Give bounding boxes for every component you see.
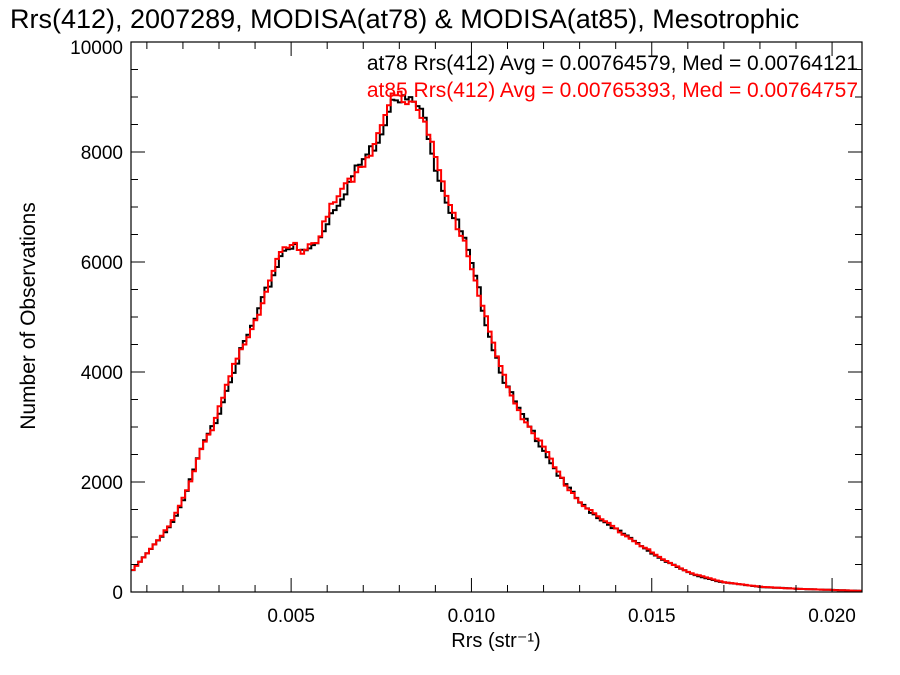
y-tick-label: 2000 — [81, 473, 123, 494]
legend-at78: at78 Rrs(412) Avg = 0.00764579, Med = 0.… — [367, 52, 858, 75]
y-tick-label: 10000 — [70, 38, 123, 59]
y-tick-label: 8000 — [81, 143, 123, 164]
plot-frame — [130, 41, 863, 593]
y-tick-label: 0 — [112, 583, 123, 604]
x-axis-label: Rrs (str⁻¹) — [451, 630, 540, 652]
y-tick-label: 6000 — [81, 253, 123, 274]
chart-title: Rrs(412), 2007289, MODISA(at78) & MODISA… — [10, 4, 799, 34]
y-tick-label: 4000 — [81, 363, 123, 384]
x-tick-label: 0.015 — [628, 606, 676, 627]
x-tick-label: 0.005 — [267, 606, 315, 627]
series-line-at85 — [131, 90, 862, 592]
x-tick-label: 0.020 — [808, 606, 856, 627]
y-axis-label: Number of Observations — [17, 202, 40, 430]
x-tick-label: 0.010 — [448, 606, 496, 627]
legend-at85: at85 Rrs(412) Avg = 0.00765393, Med = 0.… — [367, 79, 858, 102]
series-line-at78 — [131, 94, 862, 592]
